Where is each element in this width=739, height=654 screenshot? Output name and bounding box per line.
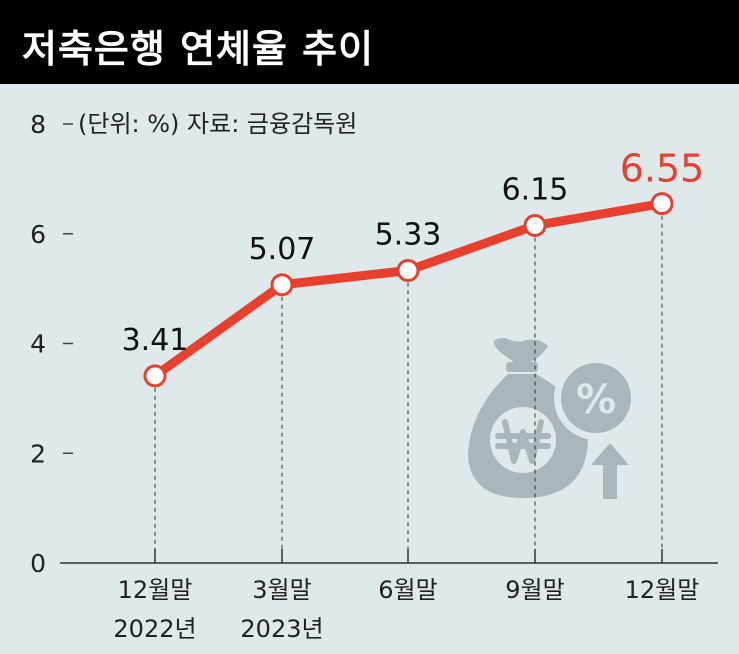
data-point xyxy=(270,273,294,297)
x-tick-label: 9월말 xyxy=(505,576,564,604)
data-label: 6.15 xyxy=(502,173,569,208)
data-point xyxy=(650,192,674,216)
data-label: 5.33 xyxy=(375,218,442,253)
x-tick-label: 6월말 xyxy=(378,576,437,604)
data-label: 3.41 xyxy=(122,323,189,358)
data-point xyxy=(396,259,420,283)
money-bag-won-percent-up-icon: % xyxy=(468,338,638,499)
x-tick-sublabel: 2023년 xyxy=(240,615,323,643)
data-point xyxy=(143,364,167,388)
x-tick-sublabel: 2022년 xyxy=(113,615,196,643)
y-tick-label: 6 xyxy=(30,220,46,249)
data-label: 6.55 xyxy=(620,147,705,191)
y-tick-label: 8 xyxy=(30,110,46,139)
data-point xyxy=(523,214,547,238)
x-tick-label: 3월말 xyxy=(252,576,311,604)
y-tick-label: 4 xyxy=(30,330,46,359)
chart-title: 저축은행 연체율 추이 xyxy=(22,27,375,71)
chart-subtitle: (단위: %) 자료: 금융감독원 xyxy=(78,110,357,138)
svg-text:%: % xyxy=(576,377,616,423)
data-label: 5.07 xyxy=(249,232,316,267)
x-tick-label: 12월말 xyxy=(625,576,700,604)
title-bar: 저축은행 연체율 추이 xyxy=(0,0,739,84)
y-tick-label: 0 xyxy=(30,549,46,578)
y-tick-label: 2 xyxy=(30,439,46,468)
x-tick-label: 12월말 xyxy=(118,576,193,604)
